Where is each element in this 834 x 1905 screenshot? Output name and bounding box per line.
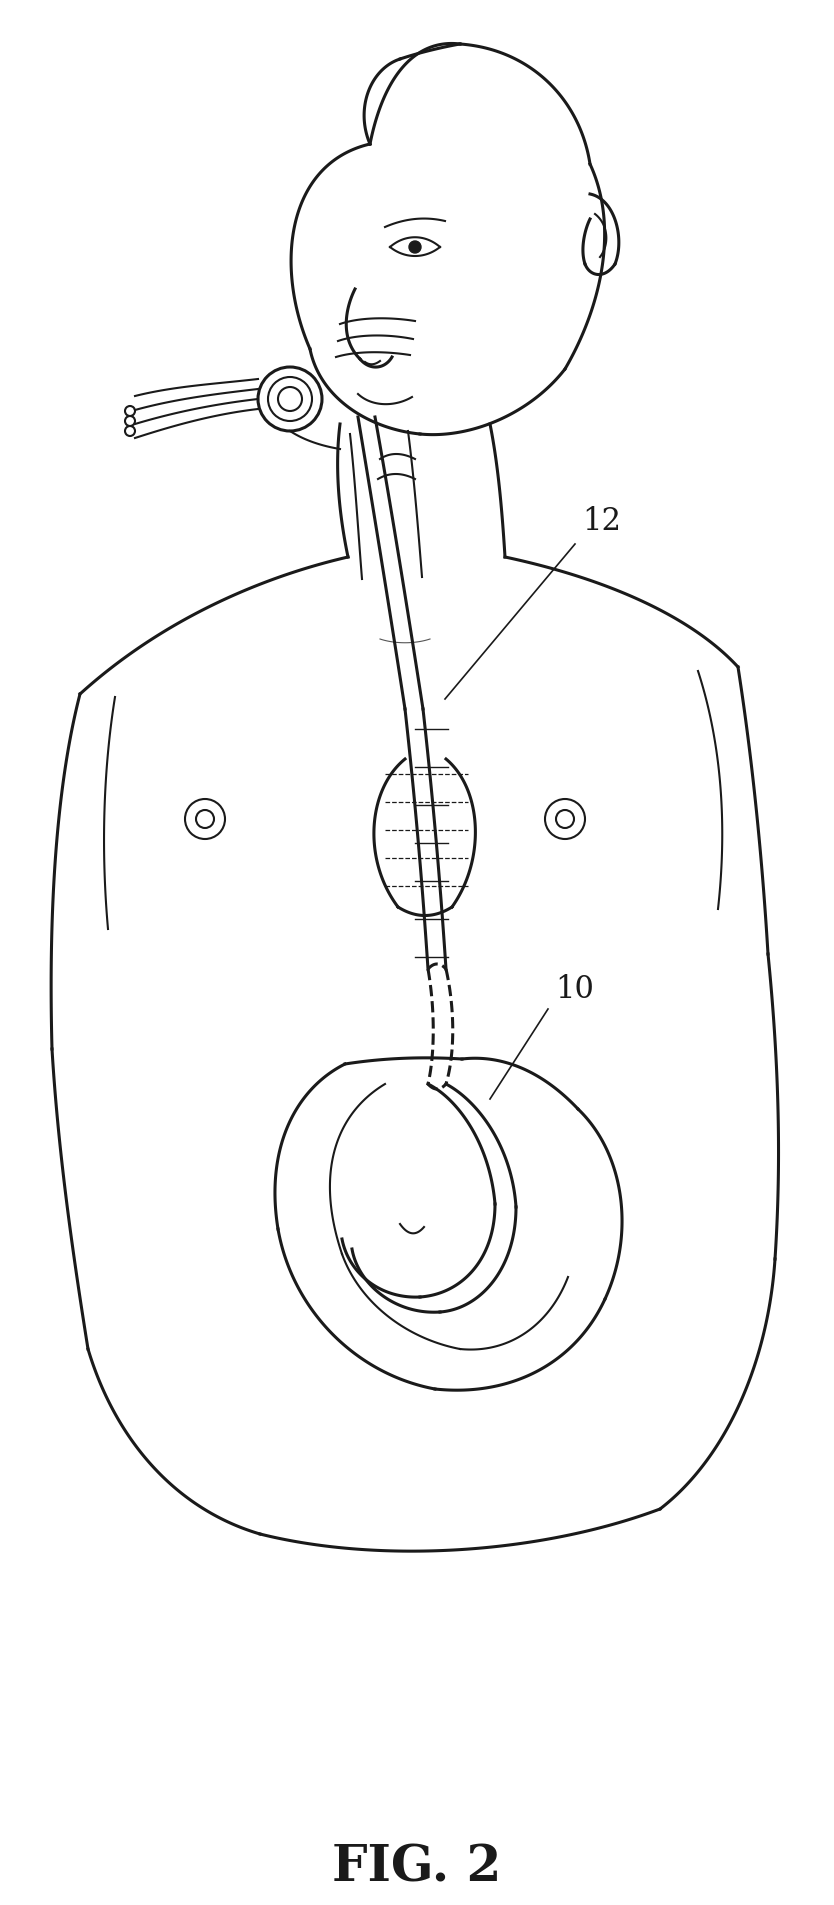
- Circle shape: [409, 242, 421, 253]
- Text: 12: 12: [582, 505, 621, 537]
- Text: 10: 10: [555, 973, 594, 1004]
- Text: FIG. 2: FIG. 2: [332, 1842, 502, 1892]
